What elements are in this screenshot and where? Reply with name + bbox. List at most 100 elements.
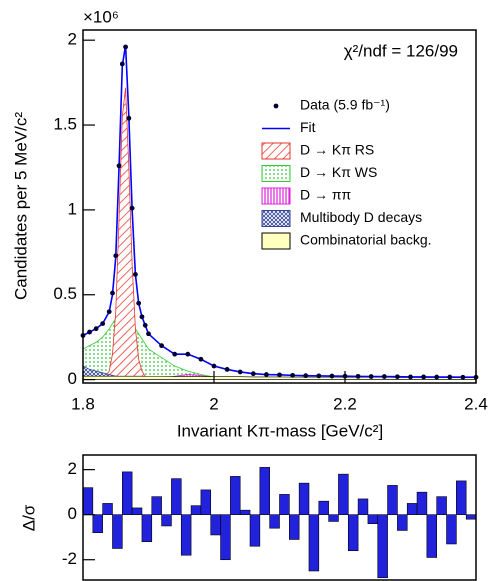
data-point xyxy=(198,356,204,362)
data-point xyxy=(139,314,145,320)
y-axis-label: Δ/σ xyxy=(19,504,38,531)
x-tick-label: 2.4 xyxy=(464,394,488,413)
residual-bar xyxy=(298,482,310,515)
data-point xyxy=(368,374,374,379)
multiplier: ×10⁶ xyxy=(83,7,119,26)
residual-bar xyxy=(387,485,398,515)
y-tick-label: 0 xyxy=(68,369,77,388)
residual-bar xyxy=(328,514,339,522)
residual-bar xyxy=(397,514,408,531)
data-point xyxy=(264,372,269,377)
legend-swatch xyxy=(261,142,291,160)
data-point xyxy=(146,331,151,337)
data-point xyxy=(129,205,135,211)
x-axis-label: Invariant Kπ-mass [GeV/c²] xyxy=(177,421,383,440)
data-point xyxy=(211,363,217,369)
residual-bar xyxy=(416,491,428,515)
residual-bar xyxy=(436,496,447,515)
residual-bar xyxy=(230,476,241,515)
x-tick-label: 2.2 xyxy=(333,394,357,413)
legend-label: D → Kπ WS xyxy=(300,164,377,180)
residual-bar xyxy=(122,471,133,515)
data-point xyxy=(126,115,132,121)
residual-bar xyxy=(200,489,212,515)
residual-bar xyxy=(357,498,369,515)
legend-label: Multibody D decays xyxy=(300,209,422,225)
area xyxy=(82,311,476,381)
residual-bar xyxy=(446,514,457,545)
legend-label: Fit xyxy=(300,119,316,135)
data-point xyxy=(250,371,256,377)
residual-bar xyxy=(289,514,300,540)
x-tick-label: 2 xyxy=(209,394,218,413)
y-tick-label: 0.5 xyxy=(53,284,77,303)
y-tick-label: 1.5 xyxy=(53,115,77,134)
residual-bar xyxy=(318,500,329,515)
residual-bar xyxy=(92,514,103,534)
plot-frame xyxy=(82,29,477,384)
residual-bar xyxy=(220,514,231,561)
data-point xyxy=(395,374,400,380)
plot-frame xyxy=(82,454,477,581)
y-tick-label: -2 xyxy=(62,549,77,568)
data-point xyxy=(329,373,335,379)
data-point xyxy=(133,271,138,277)
data-point xyxy=(123,44,128,50)
residual-bar xyxy=(171,478,182,515)
residual-bar xyxy=(269,514,280,529)
residual-bar xyxy=(406,503,418,515)
legend-label: D → Kπ RS xyxy=(300,142,374,158)
residual-bar xyxy=(426,514,437,558)
residual-bar xyxy=(465,514,477,520)
residual-bar xyxy=(249,514,261,547)
residual-bar xyxy=(82,487,94,515)
legend-label: Data (5.9 fb⁻¹) xyxy=(300,97,390,113)
residual-bar xyxy=(131,507,143,515)
data-point xyxy=(142,322,148,328)
residual-bar xyxy=(259,467,270,515)
residual-bar xyxy=(180,514,192,556)
y-tick-label: 2 xyxy=(68,30,77,49)
residual-bar xyxy=(338,473,349,515)
y-axis-label: Candidates per 5 MeV/c² xyxy=(11,112,30,300)
residual-bar xyxy=(190,505,202,515)
data-point xyxy=(316,373,322,379)
data-point xyxy=(460,374,466,380)
residual-bar xyxy=(279,494,290,515)
data-point xyxy=(136,300,142,306)
data-point xyxy=(237,369,243,375)
data-point xyxy=(116,163,122,169)
legend-label: D → ππ xyxy=(300,187,352,203)
data-point xyxy=(303,373,309,379)
data-point xyxy=(421,374,426,380)
legend-marker xyxy=(273,103,279,109)
y-tick-label: 2 xyxy=(68,459,77,478)
residual-bar xyxy=(347,514,359,552)
data-point xyxy=(224,367,230,372)
data-point xyxy=(119,61,125,67)
data-point xyxy=(408,374,413,380)
residual-bar xyxy=(210,514,221,536)
y-tick-label: 1 xyxy=(68,199,77,218)
data-point xyxy=(290,372,295,378)
legend-swatch xyxy=(261,165,291,182)
residual-bar xyxy=(102,503,113,515)
data-point xyxy=(277,372,282,378)
legend-swatch xyxy=(261,187,291,205)
residual-bar xyxy=(151,496,162,515)
residual-bar xyxy=(141,514,153,543)
data-point xyxy=(87,329,92,335)
data-point xyxy=(434,374,440,380)
data-point xyxy=(355,373,361,379)
data-point xyxy=(185,351,191,357)
residual-bar xyxy=(112,514,123,549)
residual-bar xyxy=(239,509,251,515)
data-point xyxy=(110,290,115,296)
x-tick-label: 1.8 xyxy=(71,394,95,413)
data-point xyxy=(93,326,99,332)
residual-bar xyxy=(367,514,379,524)
legend-swatch xyxy=(261,210,291,227)
residual-bar xyxy=(161,514,172,527)
residual-bar xyxy=(456,480,467,515)
